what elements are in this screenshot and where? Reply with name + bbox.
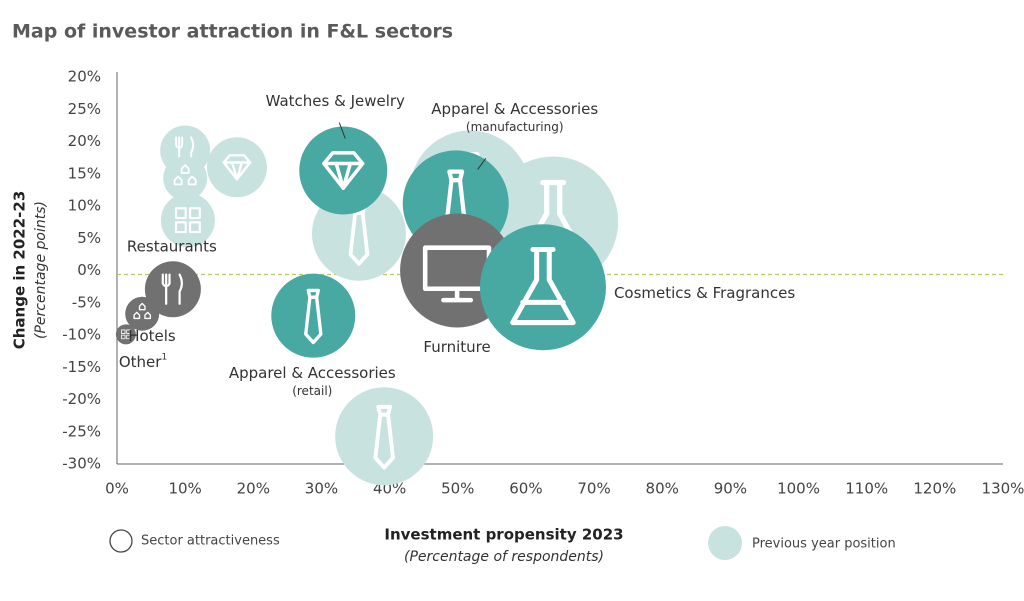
y-tick-label: 20% [68, 68, 101, 86]
icon-part [133, 302, 152, 320]
x-tick-label: 50% [441, 480, 474, 498]
icon [161, 273, 183, 305]
icon-part [334, 161, 353, 190]
icon-part [230, 161, 243, 181]
icon-part [222, 154, 252, 181]
y-tick-label: 0% [77, 261, 101, 279]
icon-part [173, 164, 197, 186]
bubble [115, 324, 136, 345]
bubble [144, 261, 201, 318]
bubble [335, 387, 434, 486]
icon [175, 136, 195, 165]
x-axis-title: Investment propensity 2023 [384, 526, 623, 544]
legend-swatch [109, 529, 133, 553]
x-tick-label: 0% [105, 480, 129, 498]
icon-part [126, 329, 131, 334]
x-tick-label: 60% [509, 480, 542, 498]
x-tick-label: 120% [913, 480, 956, 498]
y-tick-label: -15% [62, 358, 101, 376]
icon-part [304, 295, 323, 345]
icon-part [126, 334, 131, 340]
labels: Watches & Jewelry Apparel & Accessories (m… [119, 92, 796, 398]
x-tick-label: 30% [305, 480, 338, 498]
x-tick-label: 130% [982, 480, 1024, 498]
icon-part [373, 412, 395, 470]
point-label: Watches & Jewelry [266, 92, 405, 110]
legend-label: Sector attractiveness [141, 534, 280, 549]
icon [174, 207, 201, 234]
point-label: Hotels [128, 327, 176, 345]
x-tick-label: 100% [777, 480, 820, 498]
icon-part [348, 211, 370, 266]
icon-part [121, 334, 126, 340]
y-tick-label: 20% [68, 132, 101, 150]
icon-part [121, 329, 126, 334]
x-axis-subtitle: (Percentage of respondents) [404, 549, 604, 565]
bubble [271, 273, 356, 358]
point-label: Cosmetics & Fragrances [614, 284, 795, 302]
icon-part [188, 207, 201, 220]
y-tick-label: 15% [68, 164, 101, 182]
bubble [163, 156, 208, 201]
y-tick-label: -30% [62, 455, 101, 473]
y-tick-label: -20% [62, 390, 101, 408]
y-axis-title: Change in 2022-23 [11, 191, 29, 350]
y-tick-label: 10% [68, 197, 101, 215]
icon-part [322, 151, 365, 190]
point-label: Other1 [119, 352, 167, 371]
point-sublabel: (retail) [292, 384, 332, 398]
icon [304, 288, 323, 345]
point-label: Apparel & Accessories [431, 100, 598, 118]
y-tick-label: 5% [77, 229, 101, 247]
footnote: 1 [161, 352, 167, 362]
chart-title: Map of investor attraction in F&L sector… [12, 21, 453, 43]
y-tick-label: -25% [62, 422, 101, 440]
y-tick-label: -10% [62, 326, 101, 344]
legend-label: Previous year position [752, 537, 896, 552]
icon [222, 154, 252, 181]
bubble [160, 193, 215, 248]
icon-part [510, 246, 576, 326]
bubbles [115, 125, 619, 486]
label-pointer [477, 158, 487, 170]
x-tick-label: 110% [845, 480, 888, 498]
axes: -30%-25%-20%-15%-10%-5%0%5%10%15%20%25%2… [62, 68, 1024, 498]
bubble [206, 137, 267, 198]
icon-part [161, 273, 183, 305]
x-tick-label: 90% [714, 480, 747, 498]
y-tick-label: 25% [68, 100, 101, 118]
icon-part [174, 207, 187, 220]
legend-swatch [708, 526, 742, 560]
icon-part [175, 136, 195, 165]
y-axis-subtitle: (Percentage points) [33, 201, 49, 339]
x-tick-label: 20% [237, 480, 270, 498]
icon [121, 329, 131, 340]
y-tick-label: -5% [72, 293, 101, 311]
icon [510, 246, 576, 326]
bubble [479, 224, 606, 351]
icon-part [188, 221, 201, 234]
x-tick-label: 80% [646, 480, 679, 498]
icon [322, 151, 365, 190]
x-tick-label: 10% [168, 480, 201, 498]
icon [173, 164, 197, 186]
label-pointer [338, 122, 346, 139]
point-label: Furniture [423, 338, 490, 356]
point-sublabel: (manufacturing) [466, 120, 564, 134]
icon-part [174, 221, 187, 234]
point-label: Apparel & Accessories [229, 364, 396, 382]
icon [373, 404, 395, 470]
point-label: Restaurants [127, 238, 217, 256]
icon [133, 302, 152, 320]
x-tick-label: 70% [577, 480, 610, 498]
icon-part [441, 286, 474, 303]
bubble [299, 126, 388, 215]
bubble [125, 296, 160, 331]
